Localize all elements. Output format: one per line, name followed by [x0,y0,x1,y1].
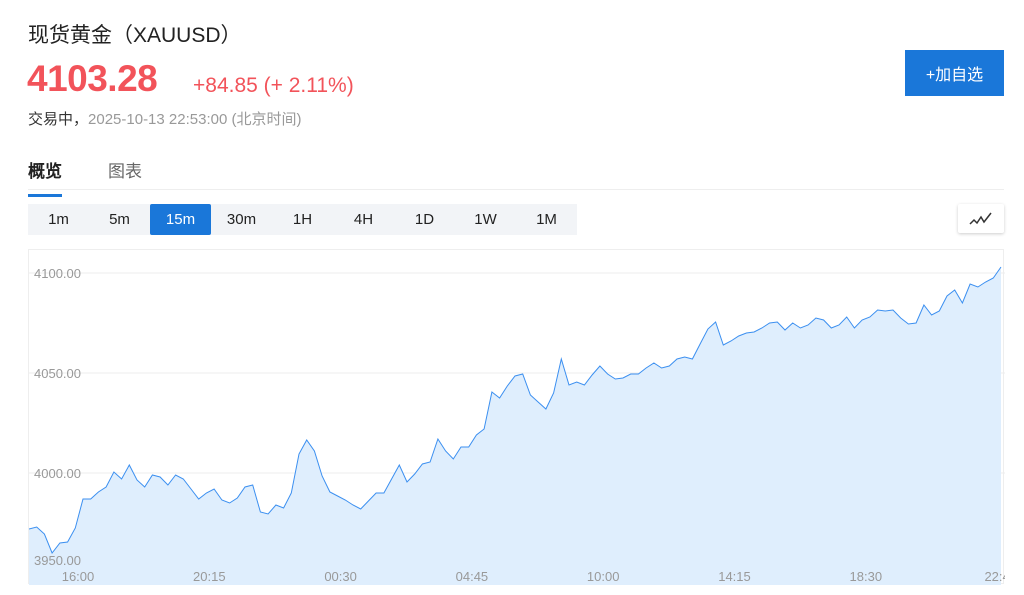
y-tick-label: 3950.00 [34,553,81,568]
tab-overview[interactable]: 概览 [28,157,62,197]
period-15m[interactable]: 15m [150,204,211,235]
period-selector: 1m 5m 15m 30m 1H 4H 1D 1W 1M [28,204,577,235]
add-watchlist-button[interactable]: +加自选 [905,50,1004,96]
y-tick-label: 4100.00 [34,266,81,281]
chart-type-button[interactable] [958,204,1004,233]
period-1m[interactable]: 1m [48,211,69,228]
x-tick-label: 04:45 [456,569,489,584]
y-tick-label: 4050.00 [34,366,81,381]
x-tick-label: 16:00 [62,569,95,584]
timestamp: 2025-10-13 22:53:00 (北京时间) [88,111,302,128]
tab-bar: 概览 图表 [28,150,1004,197]
x-tick-label: 00:30 [324,569,357,584]
instrument-title: 现货黄金（XAUUSD） [28,24,242,47]
line-chart-icon [969,212,992,225]
tab-chart[interactable]: 图表 [108,162,142,181]
trading-status: 交易中，2025-10-13 22:53:00 (北京时间) [28,108,301,129]
x-tick-label: 10:00 [587,569,620,584]
y-tick-label: 4000.00 [34,466,81,481]
price-chart: 4100.00 4050.00 4000.00 3950.00 16:00 20:15 00… [28,249,1010,585]
price-change: +84.85 (+ 2.11%) [193,74,354,97]
x-tick-label: 18:30 [850,569,883,584]
period-1d[interactable]: 1D [414,211,435,228]
x-tick-label: 14:15 [718,569,751,584]
x-tick-label: 22:4 [984,569,1005,584]
x-tick-label: 20:15 [193,569,226,584]
area-fill [29,267,1001,585]
period-1w[interactable]: 1W [474,211,497,228]
period-1h[interactable]: 1H [292,211,313,228]
current-price: 4103.28 [27,58,158,99]
price-line [28,266,1002,554]
period-1mo[interactable]: 1M [536,211,557,228]
period-4h[interactable]: 4H [353,211,374,228]
period-30m[interactable]: 30m [226,211,257,228]
status-label: 交易中， [28,111,89,128]
period-5m[interactable]: 5m [109,211,130,228]
